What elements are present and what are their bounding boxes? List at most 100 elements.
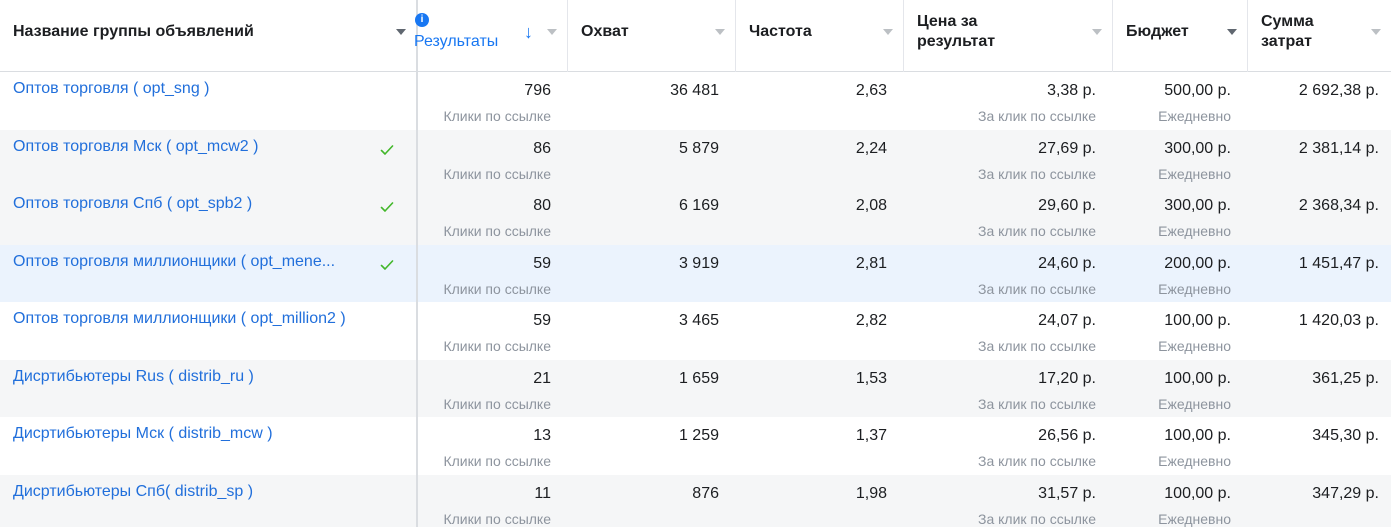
cell-cost-per-result: 24,07 р. За клик по ссылке [904, 302, 1113, 360]
table-body: Оптов торговля ( opt_sng ) 796 Клики по … [0, 72, 1391, 527]
ad-set-name-link[interactable]: Дисртибьютеры Спб( distrib_sp ) [13, 482, 254, 500]
frequency-value: 1,37 [855, 427, 887, 444]
results-type: Клики по ссылке [443, 395, 551, 412]
cost-per-result-type: За клик по ссылке [978, 338, 1096, 354]
column-header-label: Охват [581, 23, 629, 40]
frequency-value: 2,81 [855, 254, 887, 272]
column-header-frequency[interactable]: Частота [736, 0, 904, 72]
cell-name: Дисртибьютеры Спб( distrib_sp ) [0, 474, 418, 527]
cell-amount-spent: 345,30 р. [1248, 417, 1391, 475]
amount-spent-value: 2 381,14 р. [1298, 139, 1379, 157]
ad-set-name-link[interactable]: Дисртибьютеры Мск ( distrib_mcw ) [13, 425, 273, 442]
budget-value: 100,00 р. [1164, 427, 1231, 444]
ad-set-name-link[interactable]: Оптов торговля миллионщики ( opt_million… [13, 310, 346, 327]
results-type: Клики по ссылке [443, 223, 551, 239]
info-icon[interactable]: i [415, 13, 429, 27]
cost-per-result-type: За клик по ссылке [978, 108, 1096, 124]
table-row[interactable]: Оптов торговля миллионщики ( opt_mene...… [0, 244, 1391, 303]
column-header-results[interactable]: i Результаты ↓ [414, 0, 568, 72]
cost-per-result-type: За клик по ссылке [978, 165, 1096, 182]
ad-set-name-link[interactable]: Дисртибьютеры Rus ( distrib_ru ) [13, 367, 254, 385]
results-type: Клики по ссылке [443, 338, 551, 354]
column-header-cost-per-result[interactable]: Цена за результат [904, 0, 1113, 72]
cost-per-result-value: 3,38 р. [1047, 82, 1096, 99]
table-row[interactable]: Оптов торговля миллионщики ( opt_million… [0, 302, 1391, 360]
ad-set-name-link[interactable]: Оптов торговля миллионщики ( opt_mene... [13, 252, 336, 270]
sort-descending-icon[interactable]: ↓ [524, 22, 533, 42]
results-value: 796 [524, 82, 551, 99]
cell-cost-per-result: 27,69 р. За клик по ссылке [904, 130, 1113, 188]
cell-frequency: 2,63 [736, 72, 904, 130]
ad-set-name-link[interactable]: Оптов торговля Спб ( opt_spb2 ) [13, 195, 253, 212]
cell-frequency: 1,53 [736, 360, 904, 418]
cost-per-result-value: 26,56 р. [1038, 427, 1096, 444]
chevron-down-icon[interactable] [715, 29, 725, 35]
table-row[interactable]: Дисртибьютеры Rus ( distrib_ru ) 21 Клик… [0, 359, 1391, 418]
table-header: Название группы объявлений i Результаты … [0, 0, 1391, 72]
cell-results: 80 Клики по ссылке [418, 187, 568, 245]
table-row[interactable]: Оптов торговля Спб ( opt_spb2 ) 80 Клики… [0, 187, 1391, 245]
cost-per-result-value: 24,07 р. [1038, 312, 1096, 329]
cell-amount-spent: 2 381,14 р. [1248, 130, 1391, 188]
cell-reach: 6 169 [568, 187, 736, 245]
chevron-down-icon[interactable] [1092, 29, 1102, 35]
amount-spent-value: 1 451,47 р. [1298, 254, 1379, 272]
cell-amount-spent: 2 368,34 р. [1248, 187, 1391, 245]
cell-name: Дисртибьютеры Rus ( distrib_ru ) [0, 359, 418, 417]
cell-name: Оптов торговля Спб ( opt_spb2 ) [0, 187, 418, 245]
results-value: 59 [533, 254, 551, 272]
table-row[interactable]: Оптов торговля Мск ( opt_mcw2 ) 86 Клики… [0, 129, 1391, 188]
table-row[interactable]: Дисртибьютеры Спб( distrib_sp ) 11 Клики… [0, 474, 1391, 527]
chevron-down-icon[interactable] [547, 29, 557, 35]
amount-spent-value: 2 368,34 р. [1298, 197, 1379, 214]
cell-results: 59 Клики по ссылке [418, 302, 568, 360]
cell-amount-spent: 2 692,38 р. [1248, 72, 1391, 130]
cell-cost-per-result: 24,60 р. За клик по ссылке [904, 245, 1113, 303]
cost-per-result-type: За клик по ссылке [978, 280, 1096, 297]
budget-type: Ежедневно [1158, 338, 1231, 354]
cell-frequency: 2,81 [736, 245, 904, 303]
cell-amount-spent: 361,25 р. [1248, 360, 1391, 418]
column-header-label: Бюджет [1126, 23, 1189, 40]
cell-frequency: 2,08 [736, 187, 904, 245]
cell-reach: 876 [568, 475, 736, 527]
cell-cost-per-result: 26,56 р. За клик по ссылке [904, 417, 1113, 475]
cost-per-result-type: За клик по ссылке [978, 453, 1096, 469]
cell-reach: 5 879 [568, 130, 736, 188]
column-header-name[interactable]: Название группы объявлений [0, 0, 418, 72]
cell-frequency: 1,37 [736, 417, 904, 475]
check-icon [380, 144, 394, 155]
results-value: 13 [533, 427, 551, 444]
column-header-label: Цена за результат [917, 13, 996, 50]
budget-value: 100,00 р. [1164, 312, 1231, 329]
cell-cost-per-result: 17,20 р. За клик по ссылке [904, 360, 1113, 418]
results-type: Клики по ссылке [443, 108, 551, 124]
chevron-down-icon[interactable] [1371, 29, 1381, 35]
amount-spent-value: 2 692,38 р. [1298, 82, 1379, 99]
results-value: 59 [533, 312, 551, 329]
chevron-down-icon[interactable] [1227, 29, 1237, 35]
cell-reach: 3 919 [568, 245, 736, 303]
chevron-down-icon[interactable] [883, 29, 893, 35]
column-header-budget[interactable]: Бюджет [1113, 0, 1248, 72]
budget-value: 500,00 р. [1164, 82, 1231, 99]
chevron-down-icon[interactable] [396, 29, 406, 35]
table-row[interactable]: Дисртибьютеры Мск ( distrib_mcw ) 13 Кли… [0, 417, 1391, 475]
cell-frequency: 2,24 [736, 130, 904, 188]
cell-name: Дисртибьютеры Мск ( distrib_mcw ) [0, 417, 418, 475]
column-header-reach[interactable]: Охват [568, 0, 736, 72]
budget-type: Ежедневно [1158, 165, 1231, 182]
cell-cost-per-result: 3,38 р. За клик по ссылке [904, 72, 1113, 130]
budget-value: 200,00 р. [1164, 254, 1231, 272]
table-row[interactable]: Оптов торговля ( opt_sng ) 796 Клики по … [0, 72, 1391, 130]
frequency-value: 1,98 [855, 484, 887, 502]
column-header-amount-spent[interactable]: Сумма затрат [1248, 0, 1391, 72]
check-icon [380, 202, 394, 212]
results-type: Клики по ссылке [443, 280, 551, 297]
budget-type: Ежедневно [1158, 108, 1231, 124]
cell-results: 796 Клики по ссылке [418, 72, 568, 130]
cell-budget: 100,00 р. Ежедневно [1113, 360, 1248, 418]
ad-set-name-link[interactable]: Оптов торговля ( opt_sng ) [13, 80, 210, 97]
amount-spent-value: 1 420,03 р. [1298, 312, 1379, 329]
ad-set-name-link[interactable]: Оптов торговля Мск ( opt_mcw2 ) [13, 137, 259, 155]
